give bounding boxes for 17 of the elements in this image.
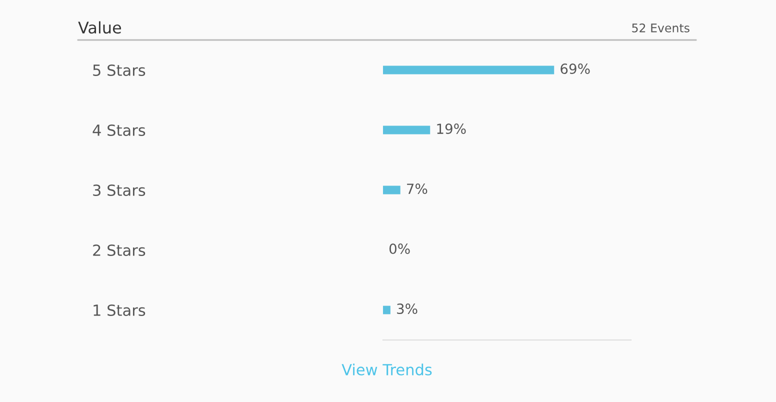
text: Value: [78, 21, 122, 34]
y-tick-label: 3 Stars: [93, 184, 146, 196]
bar: [383, 306, 390, 314]
text: 52 Events: [632, 23, 690, 32]
data-label: 69%: [560, 64, 590, 74]
bar: [383, 66, 554, 74]
y-tick-label: 2 Stars: [93, 244, 146, 256]
data-label: 7%: [407, 184, 428, 194]
y-tick-label: 5 Stars: [93, 64, 146, 76]
data-label: 19%: [437, 124, 466, 134]
data-label: 3%: [397, 304, 418, 314]
y-tick-label: 4 Stars: [92, 124, 146, 136]
bar: [383, 126, 430, 134]
y-tick-label: 1 Stars: [94, 304, 146, 316]
data-label: 0%: [389, 244, 410, 254]
bar: [383, 186, 400, 194]
text: View Trends: [342, 364, 432, 376]
